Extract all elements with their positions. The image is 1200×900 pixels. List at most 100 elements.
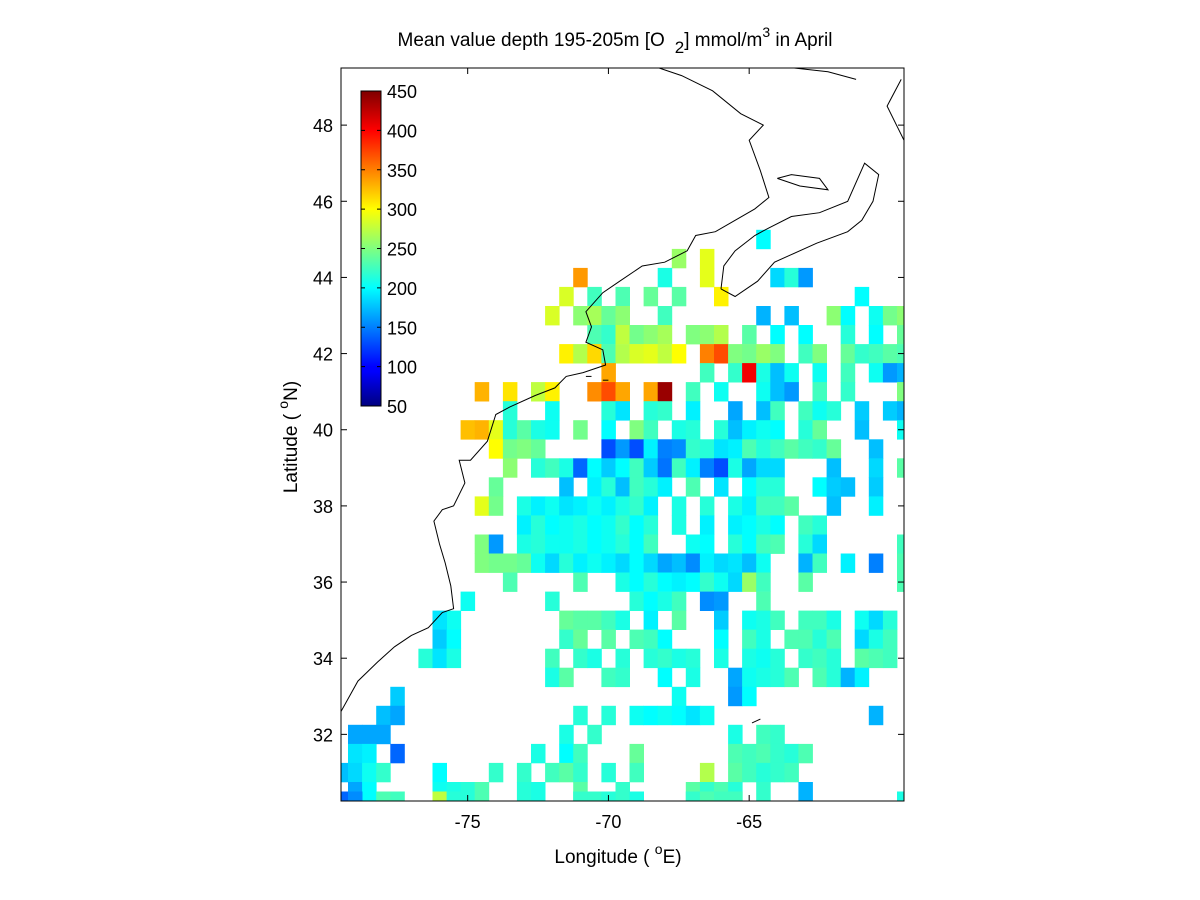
heatmap-cell — [784, 667, 799, 688]
chart-title-middle: ] mmol/m — [684, 30, 762, 51]
heatmap-cell — [756, 229, 771, 250]
y-tick-label: 48 — [313, 116, 333, 136]
heatmap-cell — [657, 267, 673, 288]
heatmap-cell — [629, 572, 644, 592]
heatmap-cell — [840, 325, 856, 345]
heatmap-cell — [545, 401, 560, 421]
heatmap-cell — [362, 724, 377, 745]
heatmap-cell — [587, 534, 602, 554]
heatmap-cell — [531, 496, 546, 516]
heatmap-cell — [587, 286, 602, 307]
heatmap-cell — [742, 572, 757, 592]
heatmap-cell — [573, 306, 588, 326]
heatmap-cell — [601, 325, 616, 345]
heatmap-cell — [685, 572, 701, 592]
heatmap-cell — [545, 762, 560, 783]
heatmap-cell — [784, 382, 799, 402]
heatmap-cell — [770, 363, 785, 383]
heatmap-cell — [362, 743, 377, 764]
heatmap-cell — [474, 496, 490, 516]
heatmap-cell — [573, 705, 588, 726]
heatmap-cell — [601, 363, 616, 383]
heatmap-cell — [812, 610, 827, 630]
heatmap-cell — [784, 267, 799, 288]
heatmap-cell — [643, 344, 659, 364]
heatmap-cell — [882, 629, 898, 649]
heatmap-cell — [728, 667, 743, 688]
heatmap-cell — [699, 496, 715, 516]
heatmap-cell — [502, 401, 518, 421]
heatmap-cell — [516, 420, 532, 440]
coastline-segment — [720, 162, 880, 298]
heatmap-cell — [671, 553, 687, 573]
heatmap-cell — [840, 344, 856, 364]
heatmap-cell — [854, 344, 870, 364]
heatmap-cell — [770, 325, 785, 345]
heatmap-cell — [756, 610, 771, 630]
heatmap-cell — [784, 363, 799, 383]
heatmap-cell — [897, 458, 904, 478]
chart-title-suffix: in April — [770, 30, 832, 51]
heatmap-cell — [559, 743, 574, 764]
coastline-segment — [341, 68, 770, 712]
heatmap-cell — [699, 248, 715, 269]
heatmap-cell — [460, 420, 476, 440]
heatmap-cell — [685, 401, 701, 421]
heatmap-cell — [671, 439, 687, 459]
heatmap-cell — [573, 420, 588, 440]
heatmap-cell — [362, 762, 377, 783]
heatmap-cell — [770, 458, 785, 478]
heatmap-cell — [488, 439, 504, 459]
heatmap-cell — [531, 743, 546, 764]
y-axis-label: Latitude ( oN) — [275, 381, 302, 493]
heatmap-cell — [671, 496, 687, 516]
heatmap-cell — [657, 382, 673, 402]
heatmap-cell — [742, 477, 757, 497]
heatmap-cell — [488, 553, 504, 573]
y-tick-label: 32 — [313, 725, 333, 745]
heatmap-cell — [868, 439, 884, 459]
heatmap-cell — [587, 791, 602, 801]
y-tick-label: 36 — [313, 573, 333, 593]
heatmap-cell — [742, 610, 757, 630]
y-tick-label: 44 — [313, 268, 333, 288]
heatmap-cell — [629, 325, 644, 345]
heatmap-cell — [601, 705, 616, 726]
heatmap-cell — [770, 439, 785, 459]
heatmap-cell — [784, 439, 799, 459]
chart-title-superscript: 3 — [762, 24, 770, 40]
heatmap-cell — [897, 401, 904, 421]
heatmap-cell — [671, 515, 687, 535]
heatmap-cell — [699, 458, 715, 478]
heatmap-cell — [714, 325, 729, 345]
heatmap-cell — [882, 363, 898, 383]
heatmap-cell — [615, 477, 630, 497]
heatmap-cell — [559, 762, 574, 783]
heatmap-cell — [714, 791, 729, 801]
heatmap-cell — [587, 648, 602, 669]
heatmap-cell — [756, 344, 771, 364]
heatmap-cell — [812, 363, 827, 383]
heatmap-cell — [756, 762, 771, 783]
heatmap-cell — [897, 553, 904, 573]
heatmap-cell — [728, 363, 743, 383]
heatmap-cell — [854, 610, 870, 630]
heatmap-cell — [812, 553, 827, 573]
heatmap-cell — [728, 401, 743, 421]
x-tick-label: -70 — [595, 812, 621, 832]
heatmap-cell — [573, 791, 588, 801]
heatmap-cell — [559, 553, 574, 573]
heatmap-cell — [868, 648, 884, 669]
heatmap-cell — [643, 553, 659, 573]
heatmap-cell — [643, 325, 659, 345]
heatmap-cell — [699, 572, 715, 592]
heatmap-cell — [545, 648, 560, 669]
heatmap-cell — [840, 667, 856, 688]
heatmap-cell — [629, 791, 644, 801]
heatmap-cell — [756, 306, 771, 326]
heatmap-cell — [742, 458, 757, 478]
heatmap-cell — [699, 515, 715, 535]
heatmap-cell — [559, 629, 574, 649]
heatmap-cell — [756, 420, 771, 440]
heatmap-cell — [432, 610, 447, 630]
